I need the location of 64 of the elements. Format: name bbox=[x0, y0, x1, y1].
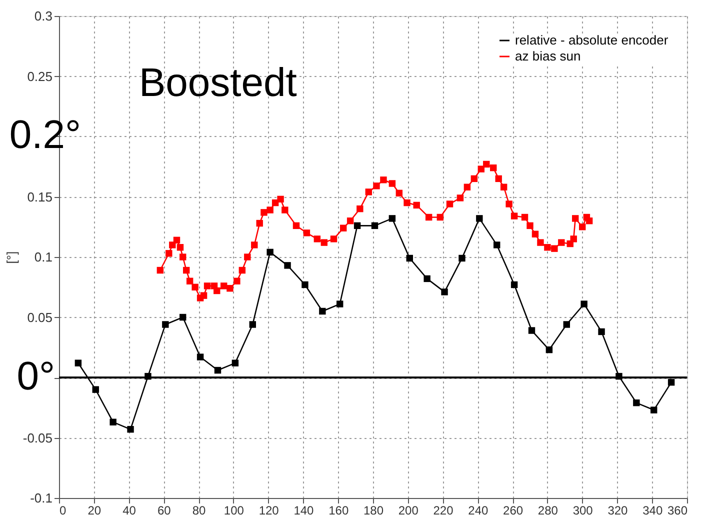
annotation: 0° bbox=[16, 354, 55, 398]
y-axis-title: [°] bbox=[4, 251, 19, 264]
point bbox=[196, 354, 204, 360]
point bbox=[598, 328, 605, 336]
x-tick-label: 300 bbox=[572, 504, 594, 518]
point bbox=[354, 222, 361, 230]
point bbox=[528, 327, 536, 334]
point bbox=[92, 386, 99, 393]
x-tick-label: 100 bbox=[224, 504, 244, 518]
point bbox=[424, 275, 430, 282]
x-tick-label: 120 bbox=[258, 504, 280, 518]
point bbox=[494, 242, 500, 248]
y-tick-label: -0.05 bbox=[22, 430, 52, 446]
y-tick-label: 0.25 bbox=[27, 68, 52, 84]
point bbox=[406, 254, 413, 262]
x-tick-label: 20 bbox=[88, 504, 102, 518]
point bbox=[74, 360, 82, 366]
x-tick-label: 60 bbox=[157, 504, 172, 518]
x-tick-label: 160 bbox=[328, 504, 349, 518]
x-tick-label: 140 bbox=[294, 504, 314, 518]
x-tick-label: 180 bbox=[363, 504, 384, 518]
x-tick-label: 240 bbox=[468, 504, 488, 518]
point bbox=[458, 254, 466, 262]
x-tick-label: 200 bbox=[398, 504, 419, 518]
x-tick-label: 40 bbox=[122, 504, 136, 518]
point bbox=[441, 288, 448, 296]
legend-label: relative - absolute encoder bbox=[515, 32, 669, 48]
x-tick-label: 340 bbox=[642, 504, 663, 518]
x-tick-label: 280 bbox=[538, 504, 558, 518]
point bbox=[232, 360, 239, 366]
point bbox=[162, 321, 169, 328]
point bbox=[319, 308, 326, 315]
point bbox=[266, 248, 274, 256]
point bbox=[302, 281, 308, 288]
point bbox=[127, 426, 134, 433]
point bbox=[284, 262, 291, 269]
y-tick-label: -0.1 bbox=[30, 490, 52, 506]
point bbox=[180, 314, 186, 321]
annotation: Boostedt bbox=[139, 61, 297, 105]
point bbox=[336, 300, 344, 308]
point bbox=[476, 215, 483, 222]
y-tick-label: 0.05 bbox=[27, 310, 52, 325]
y-tick-label: 0.3 bbox=[34, 8, 52, 24]
x-tick-label: 80 bbox=[192, 504, 206, 518]
point bbox=[563, 321, 570, 328]
y-tick-label: 0.1 bbox=[34, 250, 52, 264]
x-tick-label: 220 bbox=[433, 504, 454, 518]
point bbox=[546, 346, 553, 354]
x-tick-label: 0 bbox=[60, 504, 66, 518]
point bbox=[388, 215, 396, 222]
point bbox=[633, 399, 640, 406]
x-tick-label: 320 bbox=[608, 504, 628, 518]
x-tick-label: 260 bbox=[503, 504, 524, 518]
point bbox=[580, 300, 588, 308]
point bbox=[371, 222, 378, 230]
point bbox=[510, 281, 518, 288]
point bbox=[668, 378, 675, 386]
legend-label: az bias sun bbox=[515, 48, 581, 64]
y-tick-label: 0.15 bbox=[27, 189, 52, 204]
point bbox=[249, 321, 256, 328]
point bbox=[214, 366, 222, 374]
point bbox=[110, 418, 116, 426]
x-tick-label: 360 bbox=[667, 504, 688, 518]
point bbox=[650, 406, 658, 414]
